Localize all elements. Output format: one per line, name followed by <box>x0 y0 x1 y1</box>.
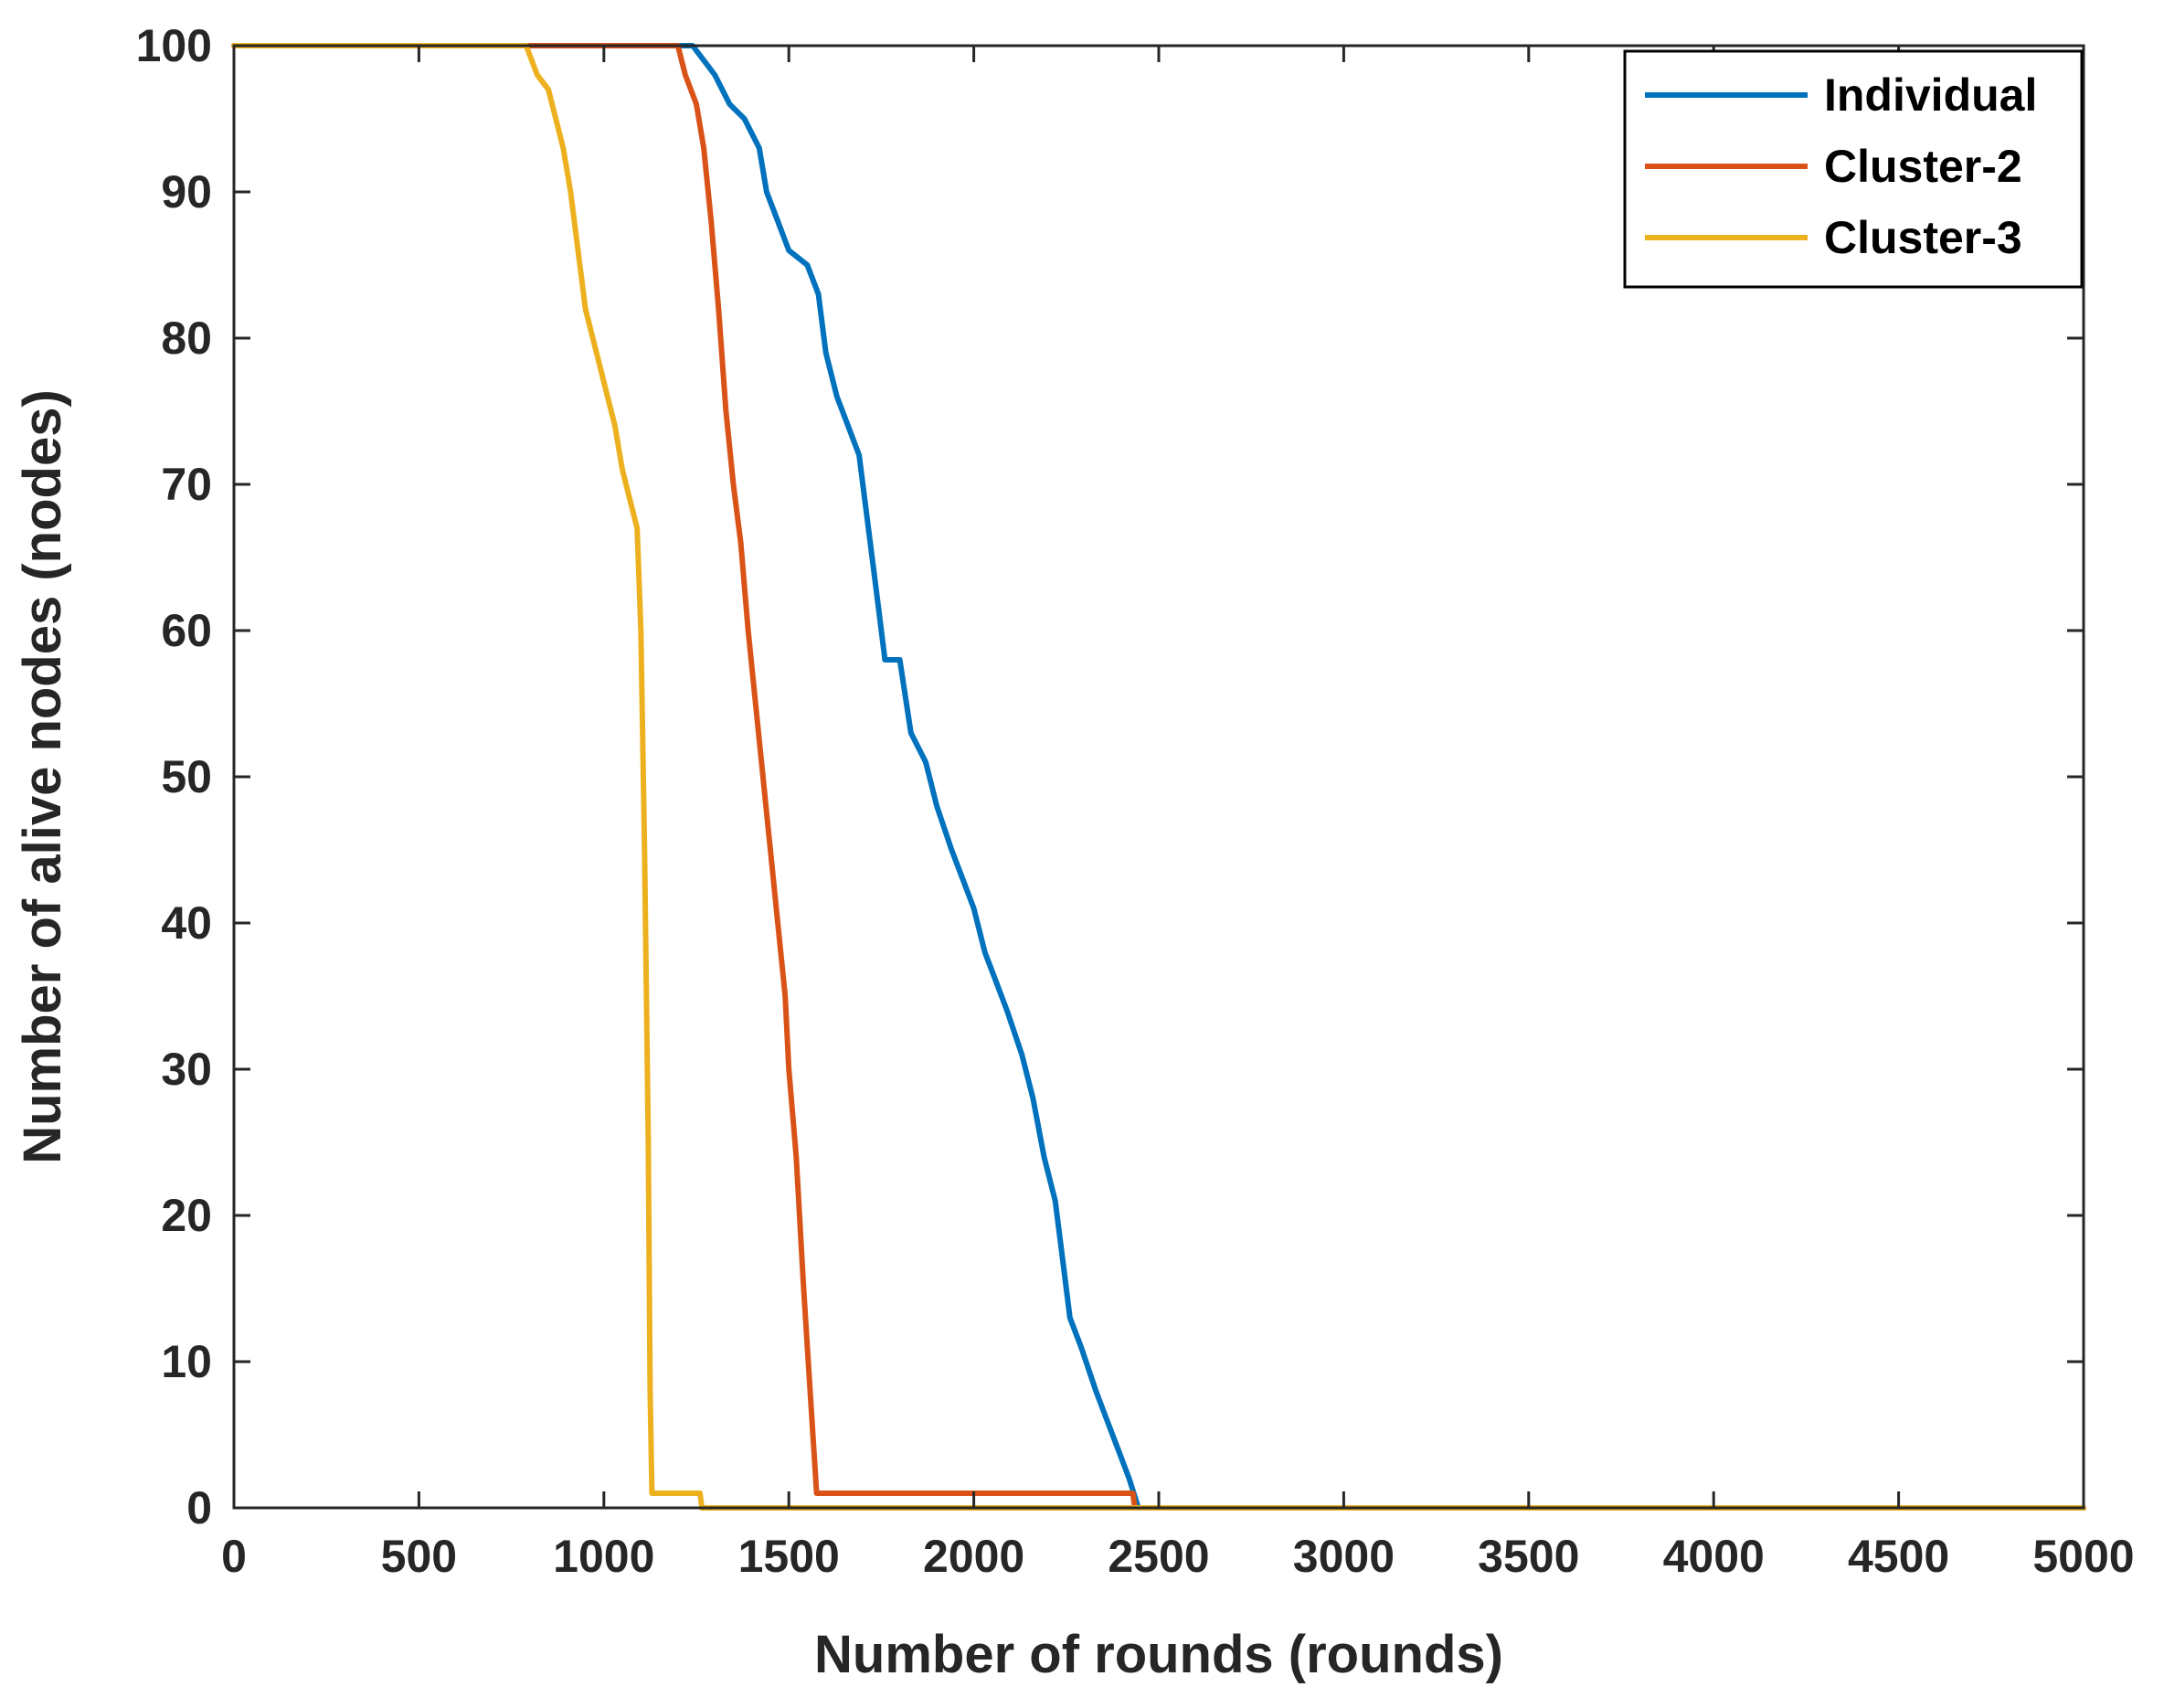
y-tick-label: 90 <box>161 166 212 217</box>
y-axis-title: Number of alive nodes (nodes) <box>13 389 72 1164</box>
x-tick-label: 3500 <box>1478 1531 1579 1582</box>
y-tick-label: 40 <box>161 897 212 949</box>
x-tick-label: 3000 <box>1293 1531 1395 1582</box>
y-tick-label: 30 <box>161 1044 212 1095</box>
x-tick-label: 4500 <box>1848 1531 1949 1582</box>
x-tick-label: 4000 <box>1663 1531 1765 1582</box>
series-line-cluster-3 <box>231 43 2086 1511</box>
x-tick-label: 1500 <box>738 1531 840 1582</box>
y-tick-label: 100 <box>136 20 212 71</box>
x-axis-title: Number of rounds (rounds) <box>814 1625 1503 1684</box>
legend-label: Cluster-2 <box>1824 141 2022 192</box>
x-tick-label: 500 <box>381 1531 457 1582</box>
y-tick-label: 20 <box>161 1190 212 1241</box>
y-tick-label: 70 <box>161 459 212 510</box>
series-layer <box>231 43 2086 1511</box>
series-line-cluster-2 <box>231 43 2086 1511</box>
x-tick-label: 2000 <box>923 1531 1024 1582</box>
x-tick-label: 2500 <box>1108 1531 1209 1582</box>
ticks-layer: 0 500 1000 1500 2000 2500 3000 3500 4000 4500 5000… <box>136 20 2135 1582</box>
y-tick-label: 10 <box>161 1336 212 1387</box>
y-tick-label: 60 <box>161 605 212 656</box>
x-tick-label: 0 <box>221 1531 247 1582</box>
plot-area <box>234 46 2084 1508</box>
y-tick-label: 0 <box>186 1482 212 1533</box>
legend: Individual Cluster-2 Cluster-3 <box>1623 49 2084 289</box>
legend-label: Cluster-3 <box>1824 212 2022 263</box>
legend-label: Individual <box>1824 69 2037 121</box>
x-tick-label: 1000 <box>553 1531 654 1582</box>
y-tick-label: 50 <box>161 751 212 802</box>
y-tick-label: 80 <box>161 313 212 364</box>
series-line-individual <box>231 43 2086 1511</box>
x-tick-label: 5000 <box>2032 1531 2134 1582</box>
